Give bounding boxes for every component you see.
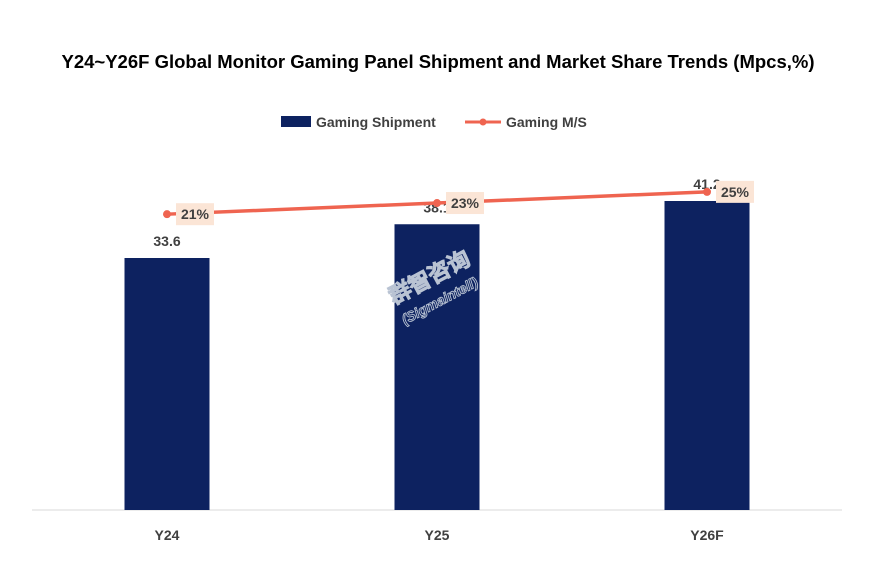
share-point [703,187,711,196]
legend-label-share: Gaming M/S [506,114,587,130]
chart-title: Y24~Y26F Global Monitor Gaming Panel Shi… [61,51,814,72]
category-labels: Y24 Y25 Y26F [155,527,725,543]
legend-marker-share [479,118,487,126]
category-label: Y25 [425,527,450,543]
bar-value-label: 41.2 [693,176,720,192]
share-value-label: 23% [451,195,480,211]
legend: Gaming Shipment Gaming M/S [281,114,587,130]
share-point [433,199,441,208]
bar-y25 [394,224,480,510]
category-label: Y24 [155,527,180,543]
category-label: Y26F [690,527,724,543]
legend-label-shipment: Gaming Shipment [316,114,436,130]
share-line-group: 21% 23% 25% [163,180,754,226]
bar-y26f [664,201,750,510]
legend-swatch-shipment [281,116,311,127]
share-point [163,210,171,219]
share-label-bg [176,203,214,226]
bars-group: 33.638.141.2 [124,176,750,510]
share-label-bg [446,192,484,215]
share-value-label: 21% [181,206,210,222]
bar-y24 [124,258,210,510]
share-value-label: 25% [721,184,750,200]
share-label-bg [716,180,754,203]
bar-value-label: 33.6 [153,233,180,249]
